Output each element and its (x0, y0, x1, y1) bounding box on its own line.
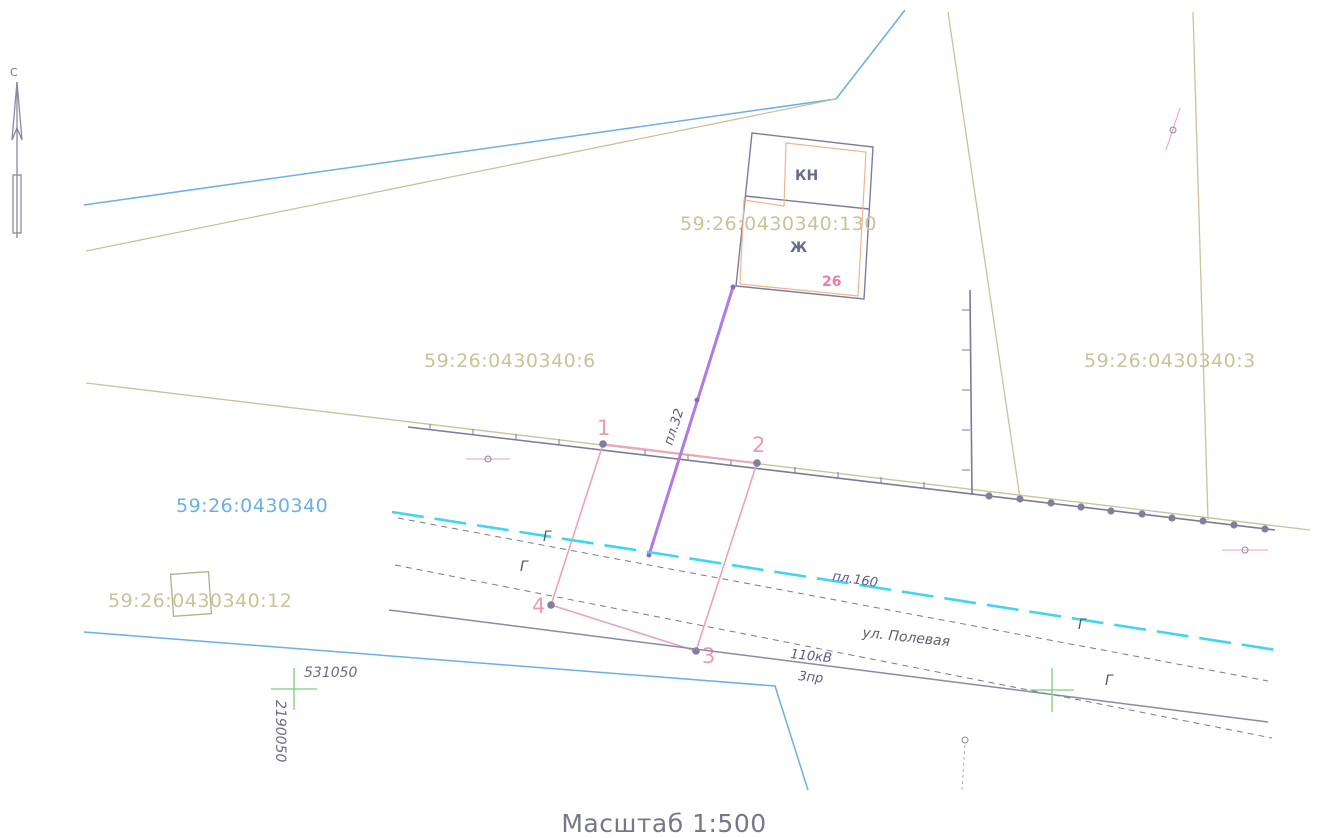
plot-point-2-marker (753, 459, 761, 467)
parcel-3-label: 59:26:0430340:3 (1084, 350, 1256, 372)
north-label: С (10, 66, 18, 79)
parcel-boundaries (85, 11, 1311, 531)
plot-point-3-label: 3 (702, 644, 715, 668)
scale-label: Масштаб 1:500 (561, 809, 766, 838)
planned-plot (547, 440, 761, 655)
gas-main-pipeline (391, 510, 1277, 652)
parcel-130-label: 59:26:0430340:130 (680, 213, 877, 235)
main-pipe-label: пл.160 (831, 569, 879, 591)
quarter-boundary-south (83, 631, 809, 791)
grid-cross (271, 668, 1074, 712)
north-arrow-icon (11, 81, 23, 238)
gas-mark-1: Г (543, 529, 552, 545)
gas-lines (394, 517, 1273, 739)
power-line-voltage: 110кВ (790, 647, 833, 666)
plot-point-1-marker (599, 440, 607, 448)
power-line (388, 609, 1269, 723)
grid-y-label: 2190050 (272, 700, 288, 762)
building-zh-label: Ж (790, 240, 807, 256)
parcel-6-label: 59:26:0430340:6 (424, 350, 596, 372)
gas-mark-3: Г (1078, 617, 1087, 633)
plot-point-4-marker (547, 601, 555, 609)
plot-point-2-label: 2 (752, 433, 765, 457)
street-label: ул. Полевая (861, 625, 951, 650)
parcel-12-label: 59:26:0430340:12 (108, 590, 292, 612)
building-kn-label: КН (795, 168, 818, 184)
plot-point-1-label: 1 (597, 416, 610, 440)
small-structure (169, 571, 213, 617)
fence-line (407, 289, 1276, 533)
branch-pipeline (646, 284, 736, 558)
building-contour (735, 132, 874, 300)
plot-point-4-label: 4 (532, 594, 545, 618)
quarter-boundary (83, 9, 906, 206)
benchmark-icon (466, 107, 1268, 554)
power-line-wires: 3пр (798, 669, 824, 687)
gas-mark-2: Г (520, 559, 529, 575)
grid-x-label: 531050 (304, 665, 358, 681)
house-number: 26 (822, 274, 841, 290)
gas-mark-4: Г (1105, 673, 1114, 689)
well-icon (961, 736, 969, 791)
quarter-number-label: 59:26:0430340 (176, 495, 328, 517)
